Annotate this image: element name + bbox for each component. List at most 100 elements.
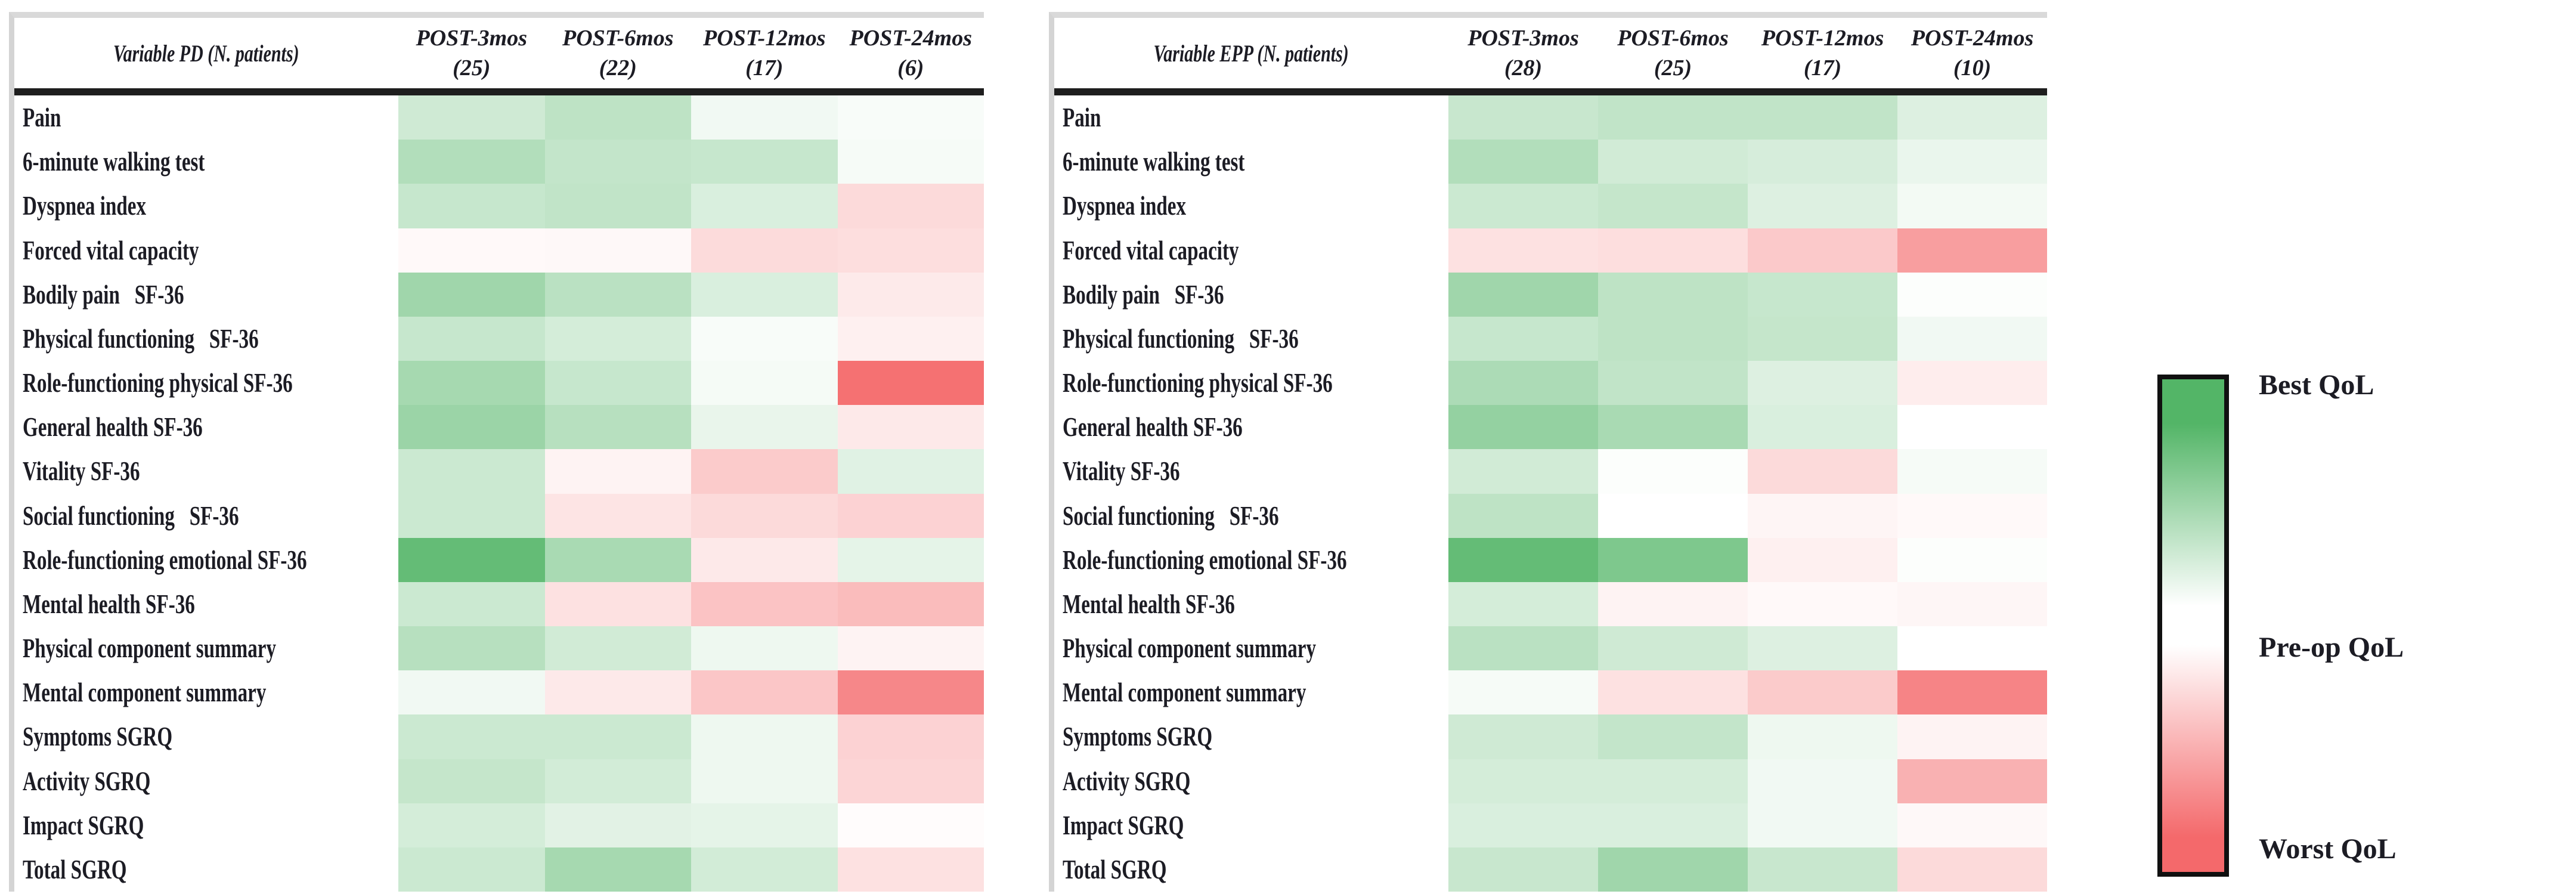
heatmap-cell <box>1598 228 1748 273</box>
row-label: Physical functioning SF-36 <box>1054 317 1448 361</box>
heatmap-cell <box>1748 140 1897 184</box>
row-label-text: Bodily pain SF-36 <box>23 279 184 310</box>
heatmap-cell <box>837 449 984 494</box>
heatmap-cell <box>837 140 984 184</box>
row-label: Social functioning SF-36 <box>14 494 398 538</box>
table-row: Role-functioning physical SF-36 <box>1054 361 2047 406</box>
heatmap-cell <box>398 449 545 494</box>
row-label: Symptoms SGRQ <box>1054 714 1448 759</box>
heatmap-cell <box>544 361 691 406</box>
heatmap-cell <box>544 316 691 361</box>
heatmap-cell <box>398 626 545 671</box>
heatmap-cell <box>691 184 838 228</box>
table-row: Activity SGRQ <box>14 759 984 803</box>
heatmap-cell <box>1897 95 2047 140</box>
row-label: Bodily pain SF-36 <box>1054 273 1448 317</box>
row-label-text: Symptoms SGRQ <box>23 721 173 752</box>
row-label: Mental component summary <box>1054 670 1448 714</box>
table-row: Forced vital capacity <box>14 228 984 273</box>
heatmap-cell <box>544 405 691 450</box>
heatmap-cell <box>398 228 545 273</box>
row-label: Vitality SF-36 <box>14 449 398 493</box>
heatmap-cell <box>1448 184 1598 228</box>
legend-gradient-bar <box>2157 375 2229 877</box>
column-header: POST-12mos (17) <box>1748 18 1897 88</box>
heatmap-cell <box>837 95 984 140</box>
heatmap-cell <box>398 272 545 317</box>
heatmap-cell <box>398 493 545 538</box>
row-label: Pain <box>1054 95 1448 140</box>
heatmap-cell <box>1448 316 1598 361</box>
heatmap-cell <box>1748 803 1897 847</box>
heatmap-cell <box>837 581 984 627</box>
row-label: Physical functioning SF-36 <box>14 317 398 361</box>
legend-label-preop: Pre-op QoL <box>2259 632 2404 663</box>
heatmap-cell <box>691 228 838 273</box>
table-row: Bodily pain SF-36 <box>1054 272 2047 317</box>
heatmap-cell <box>398 184 545 228</box>
heatmap-cell <box>544 140 691 184</box>
column-headers: POST-3mos (28) POST-6mos (25) POST-12mos (17)… <box>1448 18 2047 88</box>
heatmap-cell <box>837 361 984 406</box>
column-header-label: POST-24mos <box>849 26 972 51</box>
heatmap-cell <box>398 847 545 892</box>
row-label: Mental component summary <box>14 670 398 714</box>
heatmap-cell <box>691 714 838 759</box>
heatmap-cell <box>398 140 545 184</box>
row-label: Pain <box>14 95 398 140</box>
table-row: Mental component summary <box>1054 670 2047 715</box>
column-header-label: POST-12mos <box>1761 26 1884 51</box>
row-label: General health SF-36 <box>14 405 398 449</box>
row-label-text: Role-functioning emotional SF-36 <box>1063 544 1347 575</box>
heatmap-cell <box>837 537 984 582</box>
row-label-text: Mental component summary <box>1063 677 1306 708</box>
heatmap-cell <box>1897 714 2047 759</box>
row-label-text: Role-functioning physical SF-36 <box>1063 367 1333 398</box>
table-row: Impact SGRQ <box>1054 803 2047 847</box>
row-label-text: Total SGRQ <box>1063 854 1167 884</box>
heatmap-cell <box>691 537 838 582</box>
table-title-text: Variable PD (N. patients) <box>113 39 299 67</box>
legend-label-worst: Worst QoL <box>2259 833 2397 865</box>
row-label: Forced vital capacity <box>14 228 398 273</box>
heatmap-cell <box>1598 537 1748 582</box>
row-label: Role-functioning physical SF-36 <box>14 361 398 405</box>
heatmap-cell <box>691 759 838 803</box>
heatmap-cell <box>1448 670 1598 715</box>
row-label-text: Physical component summary <box>23 633 277 664</box>
column-header-n-patients: (28) <box>1504 55 1543 81</box>
heatmap-cell <box>691 361 838 406</box>
heatmap-cell <box>544 228 691 273</box>
heatmap-cell <box>1748 228 1897 273</box>
heatmap-cell <box>398 361 545 406</box>
column-header: POST-6mos (22) <box>545 18 692 88</box>
table-row: Bodily pain SF-36 <box>14 272 984 317</box>
heatmap-cell <box>837 626 984 671</box>
table-title: Variable EPP (N. patients) <box>1054 18 1448 88</box>
heatmap-cell <box>544 670 691 715</box>
row-label: Activity SGRQ <box>14 759 398 803</box>
row-label-text: Pain <box>23 102 61 133</box>
heatmap-cell <box>544 184 691 228</box>
table-body: Pain 6-minute walking test Dyspnea index Fo… <box>1054 95 2047 892</box>
table-row: Total SGRQ <box>14 847 984 892</box>
heatmap-cell <box>544 759 691 803</box>
heatmap-cell <box>1598 361 1748 406</box>
table-row: Dyspnea index <box>1054 184 2047 228</box>
heatmap-cell <box>1598 714 1748 759</box>
row-label-text: Forced vital capacity <box>1063 234 1239 265</box>
row-label: Forced vital capacity <box>1054 228 1448 273</box>
row-label: Mental health SF-36 <box>1054 582 1448 626</box>
heatmap-cell <box>837 272 984 317</box>
table-row: Dyspnea index <box>14 184 984 228</box>
heatmap-cell <box>544 803 691 847</box>
heatmap-cell <box>691 95 838 140</box>
heatmap-cell <box>691 140 838 184</box>
table-header: Variable EPP (N. patients) POST-3mos (28)… <box>1054 18 2047 88</box>
heatmap-cell <box>837 228 984 273</box>
table-title-text: Variable EPP (N. patients) <box>1153 39 1349 67</box>
heatmap-cell <box>1448 272 1598 317</box>
heatmap-cell <box>544 537 691 582</box>
table-row: 6-minute walking test <box>1054 140 2047 184</box>
heatmap-cell <box>1598 759 1748 803</box>
